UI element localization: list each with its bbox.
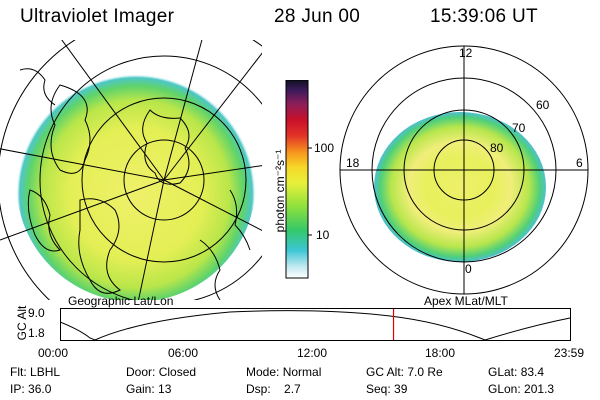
coastline [229, 189, 251, 251]
altitude-xtick-1800: 18:00 [425, 346, 456, 360]
image-time: 15:39:06 UT [430, 6, 538, 27]
aurora-image-geo [16, 62, 256, 300]
info-gain: Gain: 13 [126, 382, 172, 396]
geo-meridian [163, 52, 262, 181]
info-ip: IP: 36.0 [10, 382, 52, 396]
mlat-label-70: 70 [512, 121, 526, 135]
instrument-title: Ultraviolet Imager [20, 6, 175, 27]
geo-lat-circle [39, 55, 262, 300]
colorbar [285, 80, 312, 279]
altitude-xtick-0000: 00:00 [38, 346, 69, 360]
geo-meridian [163, 165, 262, 181]
altitude-xtick-2359: 23:59 [554, 346, 585, 360]
mlt-label-6: 6 [576, 156, 583, 170]
mlt-label-12: 12 [459, 46, 473, 60]
colorbar-gradient [285, 80, 309, 279]
colorbar-tick-label-100: 100 [314, 141, 335, 155]
geographic-panel-label: Geographic Lat/Lon [68, 294, 174, 308]
polar-image-panel [339, 45, 589, 295]
coastline [142, 109, 190, 185]
geo-meridian [0, 148, 165, 181]
coastline [19, 68, 56, 106]
info-door: Door: Closed [126, 365, 197, 379]
coastline [50, 84, 91, 174]
info-glat: GLat: 83.4 [488, 365, 545, 379]
altitude-ytick-low: 1.8 [28, 326, 45, 340]
mlat-label-80: 80 [490, 141, 504, 155]
aurora-oval [374, 112, 546, 262]
info-flt: Flt: LBHL [10, 365, 61, 379]
info-seq: Seq: 39 [366, 382, 408, 396]
geo-meridian [0, 179, 165, 241]
geo-meridian [61, 40, 165, 181]
altitude-ytick-high: 9.0 [28, 306, 45, 320]
geo-meridian [137, 179, 165, 300]
mlat-label-60: 60 [536, 98, 550, 112]
altitude-xtick-1200: 12:00 [297, 346, 328, 360]
image-date: 28 Jun 00 [274, 6, 361, 27]
mlt-label-0: 0 [465, 262, 472, 276]
colorbar-unit-label: photon cm⁻²s⁻¹ [273, 149, 287, 233]
mlt-label-18: 18 [346, 156, 360, 170]
geographic-image-panel [0, 40, 262, 300]
coastline [199, 239, 221, 300]
altitude-curve [60, 310, 571, 341]
geo-meridian [163, 179, 262, 232]
info-gc-alt: GC Alt: 7.0 Re [366, 365, 443, 379]
geo-meridian [163, 40, 203, 181]
coastline [27, 189, 61, 252]
altitude-xtick-0600: 06:00 [168, 346, 199, 360]
info-glon: GLon: 201.3 [488, 382, 555, 396]
geo-lat-circle [123, 139, 205, 221]
apex-panel-label: Apex MLat/MLT [424, 294, 508, 308]
coastline [78, 198, 121, 294]
altitude-plot-frame [60, 308, 571, 341]
colorbar-tick-label-10: 10 [316, 228, 330, 242]
altitude-axis-title: GC Alt [15, 305, 29, 341]
altitude-plot [60, 308, 571, 341]
geo-lat-circle [81, 97, 247, 263]
info-dsp: Dsp: 2.7 [246, 382, 301, 396]
info-mode: Mode: Normal [246, 365, 322, 379]
